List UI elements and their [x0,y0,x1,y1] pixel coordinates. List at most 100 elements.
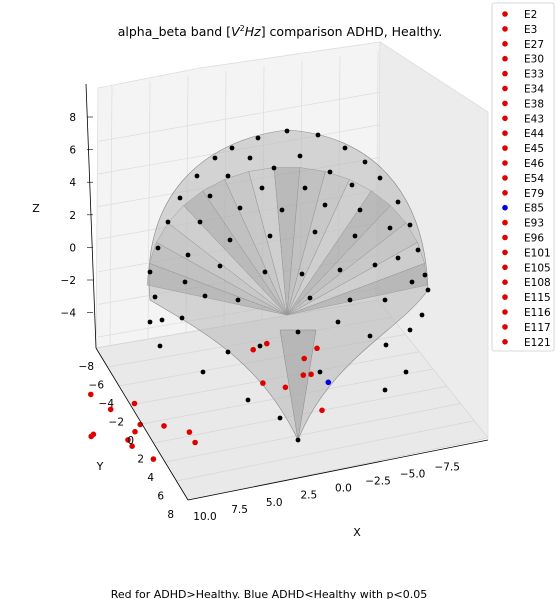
electrode-point [255,135,261,141]
legend-marker [502,264,508,271]
electrode-point [367,333,373,339]
electrode-point [271,165,277,171]
electrode-point [267,233,273,239]
grid-line [109,85,113,347]
electrode-point [257,343,263,349]
x-tick-label: 2.5 [300,490,317,502]
electrode-point [247,155,253,161]
legend-marker [502,160,508,166]
y-tick-label: 4 [147,472,154,484]
point-e33 [129,443,135,450]
electrode-point [259,185,265,191]
electrode-point [194,173,200,179]
legend-marker [502,219,508,226]
legend-marker [502,339,508,345]
significant-points [88,340,332,462]
chart-caption: Red for ADHD>Healthy. Blue ADHD<Healthy … [111,588,427,599]
electrode-point [362,159,368,165]
point-e46 [107,406,114,413]
legend-label: E85 [524,203,544,215]
z-tick-label: 0 [69,242,76,254]
electrode-point [422,272,428,278]
electrode-point [235,297,241,303]
legend-label: E3 [524,24,537,36]
x-tick-label: −2.5 [365,476,391,488]
legend-label: E108 [524,277,551,289]
point-e34 [132,428,138,435]
electrode-point [155,245,161,251]
electrode-point [342,145,348,151]
point-e2 [282,384,289,391]
electrode-point [165,219,171,225]
electrode-point [284,128,290,134]
legend-label: E43 [524,113,544,125]
point-e45 [88,433,94,440]
electrode-point [302,185,308,191]
legend-label: E46 [524,158,544,170]
point-e27 [186,429,193,435]
y-tick-label: 8 [167,509,174,521]
legend-label: E38 [524,98,544,110]
z-tick-label: 2 [69,210,76,222]
legend-marker [502,309,508,315]
electrode-point [409,279,415,285]
y-tick-label: 2 [137,454,144,466]
legend-label: E30 [524,54,544,66]
electrode-point [425,287,431,293]
electrode-point [347,297,353,303]
legend-label: E96 [524,233,544,245]
legend-marker [502,145,508,151]
electrode-point [395,199,401,205]
electrode-point [159,317,165,323]
electrode-point [185,252,191,258]
point-e101 [260,380,266,386]
legend-marker [502,100,508,107]
point-e30 [161,423,167,429]
electrode-point [225,173,231,179]
point-e117 [319,407,325,414]
y-tick-label: 0 [127,435,134,447]
legend-label: E101 [524,247,551,259]
legend-label: E33 [524,69,544,81]
x-tick-label: 5.0 [266,497,283,509]
electrode-point [349,182,355,188]
electrode-point [147,269,153,275]
legend-marker [502,85,508,92]
electrode-point [245,397,251,403]
legend-frame [491,2,555,352]
point-e105 [314,345,320,352]
legend-label: E45 [524,143,544,155]
electrode-point [297,153,303,159]
legend-marker [502,41,508,47]
legend-label: E115 [524,292,551,304]
electrode-point [327,169,333,175]
electrode-point [352,233,358,239]
legend-marker [502,70,508,77]
point-e54 [131,400,138,407]
legend-label: E79 [524,188,544,200]
z-axis-line [85,83,97,349]
electrode-point [335,319,341,325]
electrode-point [322,202,328,208]
electrode-point [295,437,301,443]
electrode-point [217,263,223,269]
electrode-point [382,297,388,303]
electrode-point [200,369,206,375]
legend-label: E121 [524,337,551,349]
point-e79 [264,340,270,347]
z-tick-label: −4 [61,308,77,320]
electrode-point [237,205,243,211]
x-tick-label: −5.0 [400,468,426,480]
point-e44 [88,391,94,398]
z-tick-label: 4 [69,177,76,189]
legend-marker [502,190,508,196]
electrode-point [152,294,158,300]
legend-label: E34 [524,84,544,96]
grid-line [176,420,475,482]
electrode-point [357,207,363,213]
electrode-point [299,271,305,277]
electrode-point [212,155,218,161]
legend-marker [502,26,508,32]
